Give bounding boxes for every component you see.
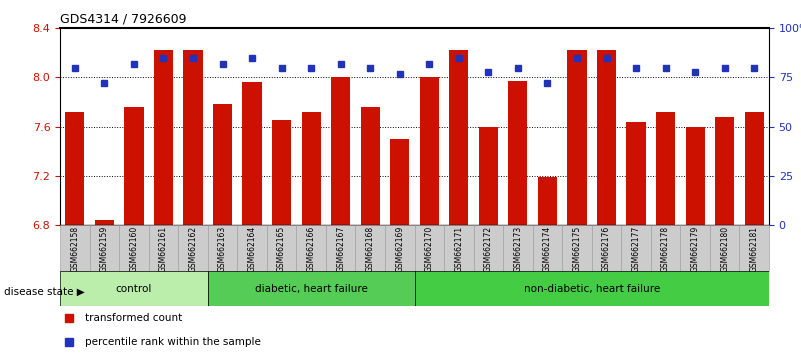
FancyBboxPatch shape xyxy=(149,225,178,271)
Text: GSM662158: GSM662158 xyxy=(70,226,79,272)
Bar xyxy=(715,117,735,225)
FancyBboxPatch shape xyxy=(356,225,385,271)
Text: GSM662169: GSM662169 xyxy=(395,226,405,272)
Bar xyxy=(390,139,409,225)
FancyBboxPatch shape xyxy=(237,225,267,271)
Text: GSM662170: GSM662170 xyxy=(425,226,434,272)
Text: GSM662167: GSM662167 xyxy=(336,226,345,272)
Text: disease state ▶: disease state ▶ xyxy=(4,287,85,297)
FancyBboxPatch shape xyxy=(119,225,149,271)
Text: GSM662162: GSM662162 xyxy=(188,226,198,272)
Bar xyxy=(656,112,675,225)
Text: GSM662172: GSM662172 xyxy=(484,226,493,272)
Bar xyxy=(745,112,764,225)
FancyBboxPatch shape xyxy=(415,225,444,271)
FancyBboxPatch shape xyxy=(533,225,562,271)
Bar xyxy=(183,50,203,225)
FancyBboxPatch shape xyxy=(60,225,90,271)
Text: GDS4314 / 7926609: GDS4314 / 7926609 xyxy=(60,13,187,26)
Bar xyxy=(331,78,350,225)
Text: GSM662171: GSM662171 xyxy=(454,226,463,272)
Bar xyxy=(65,112,84,225)
Bar xyxy=(213,104,232,225)
FancyBboxPatch shape xyxy=(444,225,473,271)
Text: GSM662166: GSM662166 xyxy=(307,226,316,272)
FancyBboxPatch shape xyxy=(178,225,207,271)
FancyBboxPatch shape xyxy=(680,225,710,271)
Bar xyxy=(686,126,705,225)
Text: GSM662175: GSM662175 xyxy=(573,226,582,272)
Bar xyxy=(597,50,616,225)
Bar xyxy=(420,78,439,225)
FancyBboxPatch shape xyxy=(60,271,207,306)
Bar xyxy=(449,50,469,225)
Bar xyxy=(124,107,143,225)
Bar xyxy=(95,220,114,225)
Text: GSM662160: GSM662160 xyxy=(130,226,139,272)
Text: GSM662179: GSM662179 xyxy=(690,226,699,272)
FancyBboxPatch shape xyxy=(592,225,622,271)
Text: GSM662164: GSM662164 xyxy=(248,226,256,272)
FancyBboxPatch shape xyxy=(385,225,415,271)
Text: GSM662181: GSM662181 xyxy=(750,226,759,272)
Text: GSM662159: GSM662159 xyxy=(100,226,109,272)
FancyBboxPatch shape xyxy=(296,225,326,271)
FancyBboxPatch shape xyxy=(90,225,119,271)
Text: GSM662173: GSM662173 xyxy=(513,226,522,272)
Bar xyxy=(567,50,586,225)
Text: diabetic, heart failure: diabetic, heart failure xyxy=(255,284,368,293)
FancyBboxPatch shape xyxy=(267,225,296,271)
FancyBboxPatch shape xyxy=(739,225,769,271)
Bar xyxy=(360,107,380,225)
Bar xyxy=(243,82,262,225)
Text: GSM662161: GSM662161 xyxy=(159,226,168,272)
FancyBboxPatch shape xyxy=(650,225,680,271)
Text: GSM662180: GSM662180 xyxy=(720,226,729,272)
Bar xyxy=(479,126,498,225)
Bar xyxy=(301,112,320,225)
Text: GSM662176: GSM662176 xyxy=(602,226,611,272)
Bar xyxy=(509,81,528,225)
Text: GSM662177: GSM662177 xyxy=(631,226,641,272)
Bar xyxy=(272,120,292,225)
Text: GSM662174: GSM662174 xyxy=(543,226,552,272)
Text: non-diabetic, heart failure: non-diabetic, heart failure xyxy=(524,284,660,293)
Text: transformed count: transformed count xyxy=(85,313,182,323)
FancyBboxPatch shape xyxy=(326,225,356,271)
Text: GSM662178: GSM662178 xyxy=(661,226,670,272)
Bar xyxy=(537,177,557,225)
FancyBboxPatch shape xyxy=(710,225,739,271)
FancyBboxPatch shape xyxy=(207,271,415,306)
Bar xyxy=(626,122,646,225)
FancyBboxPatch shape xyxy=(562,225,592,271)
FancyBboxPatch shape xyxy=(473,225,503,271)
FancyBboxPatch shape xyxy=(503,225,533,271)
Text: control: control xyxy=(115,284,152,293)
Text: GSM662165: GSM662165 xyxy=(277,226,286,272)
Text: GSM662168: GSM662168 xyxy=(366,226,375,272)
FancyBboxPatch shape xyxy=(415,271,769,306)
FancyBboxPatch shape xyxy=(207,225,237,271)
Text: GSM662163: GSM662163 xyxy=(218,226,227,272)
Bar xyxy=(154,50,173,225)
Text: percentile rank within the sample: percentile rank within the sample xyxy=(85,337,261,347)
FancyBboxPatch shape xyxy=(622,225,650,271)
